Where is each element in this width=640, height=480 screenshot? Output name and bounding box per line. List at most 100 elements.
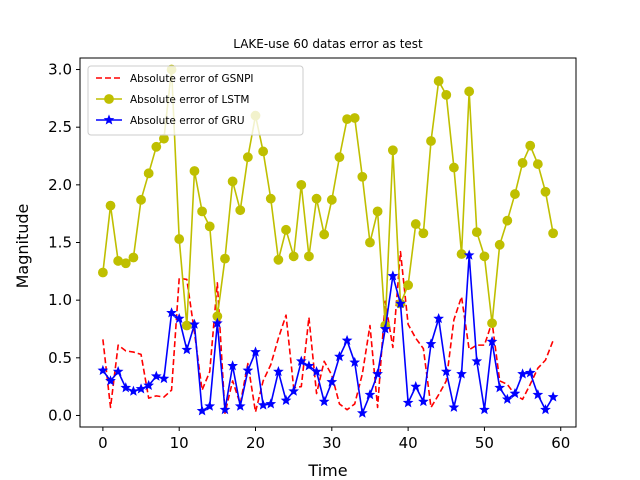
series-3-point [273, 366, 284, 377]
series-3-point [120, 382, 132, 393]
series-3-point [463, 249, 475, 260]
legend-marker-2 [104, 94, 114, 104]
series-2-point [487, 318, 497, 329]
legend-label-2: Absolute error of LSTM [130, 94, 249, 106]
series-2-point [540, 186, 551, 197]
series-3-point [341, 334, 353, 346]
series-3-point [112, 366, 124, 377]
y-tick-label: 1.5 [48, 234, 72, 252]
x-axis-label: Time [307, 461, 347, 480]
series-2-point [357, 171, 368, 182]
series-3-point [250, 346, 261, 357]
x-tick-label: 10 [170, 434, 189, 452]
series-3-point [402, 397, 414, 408]
series-3-point [128, 385, 139, 396]
series-3-point [257, 399, 269, 410]
series-2-point [174, 234, 185, 244]
series-2-point [319, 229, 330, 240]
plot-area: 0 10 20 30 40 50 60 0.0 0.5 1.0 1.5 2.0 2.5 3.0 [48, 57, 577, 452]
series-2-point [220, 253, 230, 264]
series-3-point [181, 344, 193, 355]
series-3-point [356, 407, 368, 418]
series-3-point [288, 385, 300, 396]
legend: Absolute error of GSNPI Absolute error of… [87, 65, 304, 136]
series-2-point [311, 193, 322, 204]
series-3-point [303, 360, 315, 371]
series-3-point [479, 404, 490, 415]
legend-marker-3 [103, 114, 115, 125]
x-tick-label: 30 [322, 434, 341, 452]
series-3-point [448, 401, 460, 412]
series-2-point [197, 206, 207, 217]
series-2-point [403, 280, 414, 291]
series-2-point [510, 189, 520, 199]
series-2-point [204, 221, 215, 232]
series-3-point [135, 383, 147, 394]
series-3-point [227, 360, 238, 371]
y-tick-label: 2.0 [48, 176, 72, 194]
series-2-point [143, 168, 154, 179]
series-3-point [234, 400, 246, 411]
series-3-point [349, 356, 361, 367]
y-tick-label: 1.0 [48, 291, 72, 309]
series-2-point [326, 194, 337, 205]
series-3-point [433, 312, 444, 324]
y-tick-label: 0.0 [48, 406, 72, 424]
series-3-point [242, 364, 254, 376]
series-3-point [212, 317, 223, 328]
series-2-point [548, 228, 559, 239]
series-2-point [265, 193, 276, 204]
series-2-point [334, 152, 345, 163]
series-2-point [479, 251, 490, 262]
series-3-point [517, 368, 528, 379]
series-2-point [181, 320, 192, 331]
series-3-point [494, 382, 506, 393]
series-3-point [532, 389, 544, 400]
series-2-point [151, 141, 162, 152]
series-3-point [540, 404, 551, 415]
series-2-point [517, 158, 528, 168]
series-3-point [395, 298, 406, 309]
legend-label-1: Absolute error of GSNPI [130, 73, 254, 85]
series-3-point [326, 376, 338, 387]
series-2-point [387, 145, 398, 156]
series-2-point [365, 237, 375, 248]
series-2-point [97, 267, 108, 278]
series-2-point [532, 159, 543, 169]
series-3-point [204, 400, 216, 411]
series-2-point [464, 86, 475, 97]
y-tick-label: 2.5 [48, 118, 72, 136]
series-3-point [196, 405, 208, 416]
series-3-point [334, 351, 345, 362]
y-tick-label: 0.5 [48, 349, 72, 367]
series-2-point [426, 136, 436, 146]
series-3-point [501, 393, 513, 404]
series-3-point [280, 394, 292, 406]
series-3-point [295, 355, 307, 366]
series-2-point [525, 140, 536, 151]
series-2-point [242, 152, 253, 163]
series-2-point [441, 90, 452, 100]
series-3-point [372, 368, 383, 379]
series-3-point [318, 396, 330, 407]
series-3-point [166, 307, 177, 318]
series-3-point [150, 370, 162, 381]
legend-box [87, 65, 304, 136]
series-3-point [364, 389, 376, 400]
series-2-point [372, 206, 383, 217]
series-3-point [158, 372, 170, 384]
series-3-point [509, 387, 521, 399]
series-2-point [418, 228, 429, 239]
x-tick-label: 20 [246, 434, 265, 452]
series-2-point [433, 76, 444, 86]
series-2-point [189, 166, 200, 176]
series-2-point [288, 251, 299, 262]
y-tick-label: 3.0 [48, 61, 72, 79]
series-2-point [136, 194, 146, 205]
series-2-point [471, 227, 482, 238]
series-2-point [502, 215, 513, 226]
series-2-point [296, 179, 307, 190]
series-3-point [105, 375, 116, 386]
series-2-point [449, 162, 459, 173]
